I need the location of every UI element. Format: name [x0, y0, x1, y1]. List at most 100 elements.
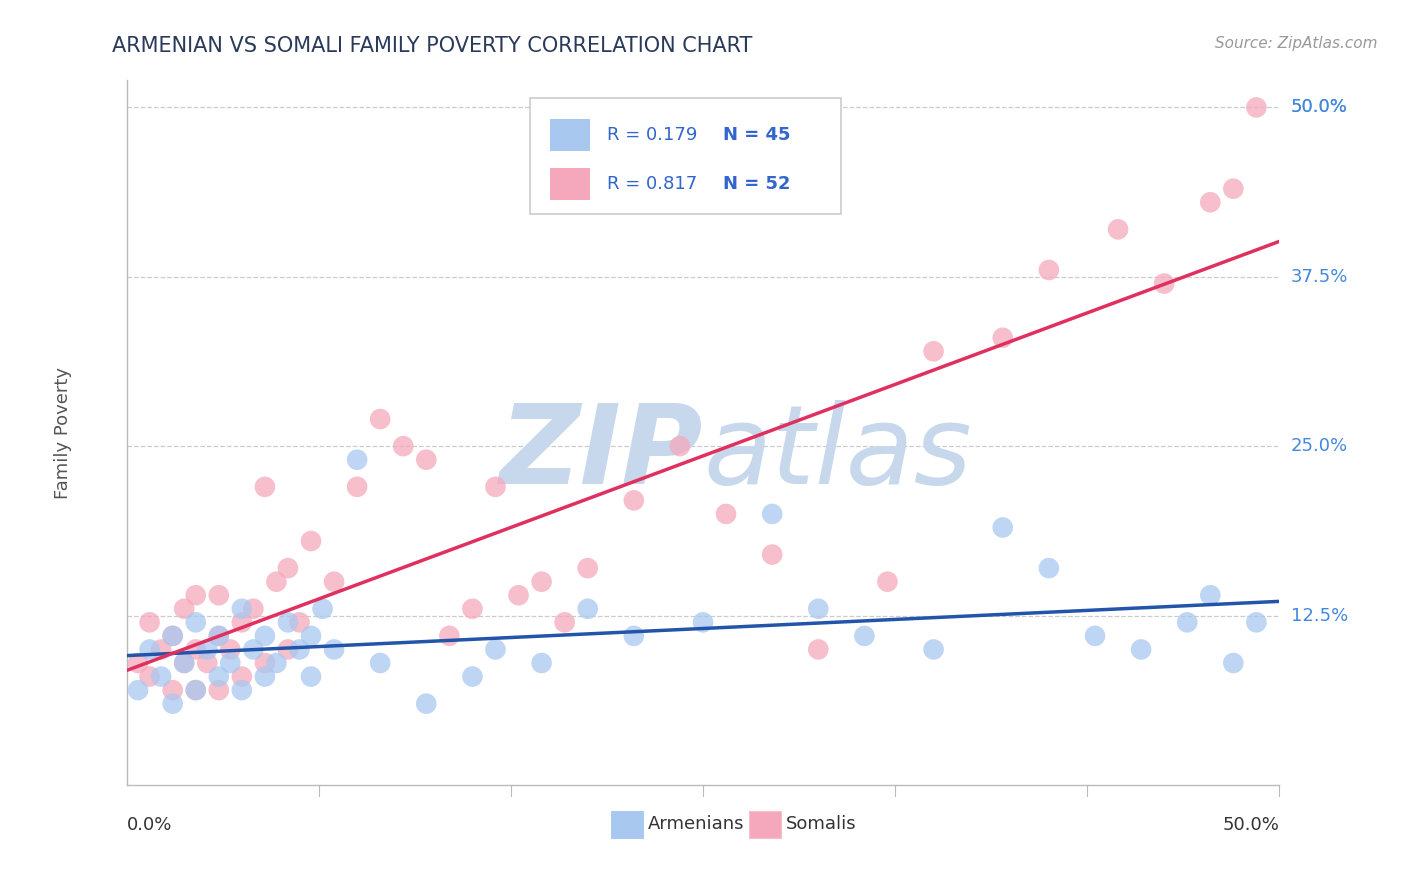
Point [184, 615, 207, 630]
Text: 12.5%: 12.5% [1291, 607, 1348, 624]
Point [484, 480, 506, 494]
Point [253, 629, 276, 643]
Point [219, 656, 242, 670]
Text: 0.0%: 0.0% [127, 815, 172, 833]
FancyBboxPatch shape [610, 811, 643, 838]
Text: N = 45: N = 45 [723, 126, 790, 144]
Point [1038, 263, 1060, 277]
Point [299, 669, 322, 683]
Point [623, 493, 645, 508]
Point [173, 601, 195, 615]
Point [346, 480, 368, 494]
Point [1038, 561, 1060, 575]
Point [1153, 277, 1175, 291]
Text: atlas: atlas [703, 401, 972, 508]
Point [162, 697, 184, 711]
Point [368, 412, 391, 426]
Point [195, 656, 218, 670]
Point [162, 629, 184, 643]
FancyBboxPatch shape [550, 169, 591, 200]
Point [853, 629, 876, 643]
Point [138, 642, 160, 657]
Point [311, 601, 333, 615]
Text: ARMENIAN VS SOMALI FAMILY POVERTY CORRELATION CHART: ARMENIAN VS SOMALI FAMILY POVERTY CORREL… [112, 36, 752, 55]
Text: Armenians: Armenians [648, 815, 744, 833]
Point [150, 669, 173, 683]
Point [231, 615, 253, 630]
Point [208, 629, 231, 643]
Point [922, 344, 945, 359]
Text: Family Poverty: Family Poverty [53, 367, 72, 499]
Text: R = 0.817: R = 0.817 [607, 175, 697, 194]
Point [173, 656, 195, 670]
Point [922, 642, 945, 657]
Point [714, 507, 737, 521]
Point [231, 601, 253, 615]
Point [277, 642, 299, 657]
Point [876, 574, 898, 589]
Text: 50.0%: 50.0% [1291, 98, 1347, 116]
Text: ZIP: ZIP [499, 401, 703, 508]
Point [530, 656, 553, 670]
Text: Somalis: Somalis [786, 815, 856, 833]
Point [184, 588, 207, 602]
Point [1199, 588, 1222, 602]
Point [219, 642, 242, 657]
Point [1130, 642, 1153, 657]
Point [242, 642, 264, 657]
Point [184, 642, 207, 657]
Text: 50.0%: 50.0% [1291, 98, 1347, 116]
Point [439, 629, 461, 643]
Point [138, 669, 160, 683]
Text: Source: ZipAtlas.com: Source: ZipAtlas.com [1215, 36, 1378, 51]
Point [761, 507, 783, 521]
Point [231, 669, 253, 683]
Point [184, 683, 207, 698]
Point [242, 601, 264, 615]
Point [253, 480, 276, 494]
Point [1199, 195, 1222, 210]
Point [162, 683, 184, 698]
Point [1222, 182, 1244, 196]
Point [554, 615, 576, 630]
Point [277, 615, 299, 630]
Point [530, 574, 553, 589]
FancyBboxPatch shape [530, 98, 841, 214]
Point [346, 452, 368, 467]
Text: 37.5%: 37.5% [1291, 268, 1348, 285]
Text: R = 0.179: R = 0.179 [607, 126, 697, 144]
Point [368, 656, 391, 670]
Point [323, 574, 346, 589]
Point [127, 656, 149, 670]
Point [392, 439, 415, 453]
FancyBboxPatch shape [550, 119, 591, 151]
Point [508, 588, 530, 602]
Point [807, 642, 830, 657]
Text: 25.0%: 25.0% [1291, 437, 1348, 455]
Point [669, 439, 692, 453]
Text: N = 52: N = 52 [723, 175, 790, 194]
Point [761, 548, 783, 562]
Point [692, 615, 714, 630]
Point [484, 642, 506, 657]
Point [323, 642, 346, 657]
Point [231, 683, 253, 698]
Point [288, 615, 311, 630]
Point [1246, 615, 1268, 630]
Point [208, 588, 231, 602]
Point [1107, 222, 1129, 236]
Point [253, 669, 276, 683]
Point [184, 683, 207, 698]
Point [173, 656, 195, 670]
Point [208, 669, 231, 683]
Point [299, 629, 322, 643]
Point [991, 331, 1014, 345]
Point [415, 452, 437, 467]
Point [991, 520, 1014, 534]
Text: 50.0%: 50.0% [1223, 815, 1279, 833]
Point [461, 669, 484, 683]
Point [288, 642, 311, 657]
Point [623, 629, 645, 643]
Point [576, 601, 599, 615]
Point [150, 642, 173, 657]
